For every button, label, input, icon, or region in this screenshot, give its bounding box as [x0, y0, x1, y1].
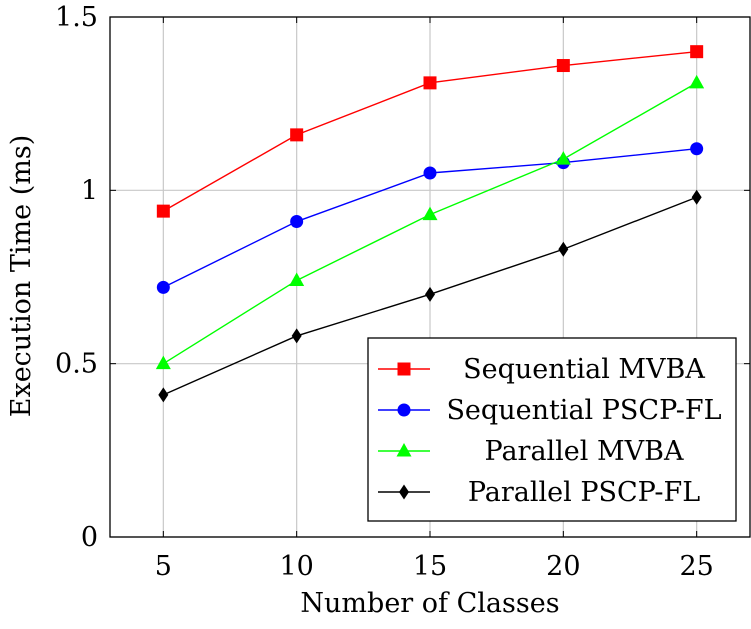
data-point	[422, 206, 438, 221]
x-tick-label: 15	[413, 551, 447, 582]
legend-item: Parallel MVBA	[378, 436, 684, 467]
x-tick-label: 25	[679, 551, 713, 582]
data-point	[558, 241, 569, 257]
plot-frame	[109, 16, 751, 538]
legend-marker	[397, 362, 411, 376]
data-point	[289, 272, 305, 286]
data-point	[290, 128, 304, 142]
series-4	[158, 189, 702, 403]
x-tick-label: 10	[279, 551, 313, 582]
legend-label: Sequential MVBA	[463, 354, 705, 385]
series-1	[156, 45, 704, 218]
legend-marker	[396, 443, 412, 457]
legend-marker	[397, 403, 411, 417]
series-3	[155, 74, 705, 370]
y-axis-title: Execution Time (ms)	[6, 135, 37, 417]
data-point	[155, 355, 171, 370]
x-tick-label: 20	[546, 551, 580, 582]
data-point	[290, 215, 304, 229]
series-2	[156, 142, 704, 294]
legend-label: Parallel MVBA	[484, 436, 684, 467]
data-point	[556, 59, 570, 73]
legend-label: Parallel PSCP-FL	[468, 477, 700, 508]
x-axis-title: Number of Classes	[300, 588, 559, 619]
y-tick-label: 1	[81, 175, 98, 206]
data-point	[689, 74, 705, 89]
data-point	[158, 387, 169, 403]
data-point	[555, 151, 571, 165]
y-tick-label: 1.5	[55, 2, 98, 33]
legend-item: Sequential MVBA	[378, 354, 705, 385]
x-tick-label: 5	[155, 551, 172, 582]
series-group	[155, 45, 705, 403]
data-point	[156, 280, 170, 294]
legend-item: Parallel PSCP-FL	[378, 477, 700, 508]
data-point	[690, 45, 704, 59]
legend-marker	[399, 484, 409, 500]
data-point	[690, 142, 704, 156]
data-point	[423, 76, 437, 90]
data-point	[423, 166, 437, 180]
legend-label: Sequential PSCP-FL	[446, 395, 721, 426]
data-point	[291, 328, 302, 344]
data-point	[425, 286, 435, 302]
tick-labels: 5 10 15 20 25 0 0.5 1 1.5	[55, 2, 714, 582]
data-point	[691, 189, 702, 205]
y-tick-label: 0.5	[55, 349, 98, 380]
y-tick-label: 0	[81, 522, 98, 553]
legend: Sequential MVBA Sequential PSCP-FL Paralle…	[367, 337, 737, 522]
legend-item: Sequential PSCP-FL	[378, 395, 722, 426]
data-point	[156, 204, 170, 218]
